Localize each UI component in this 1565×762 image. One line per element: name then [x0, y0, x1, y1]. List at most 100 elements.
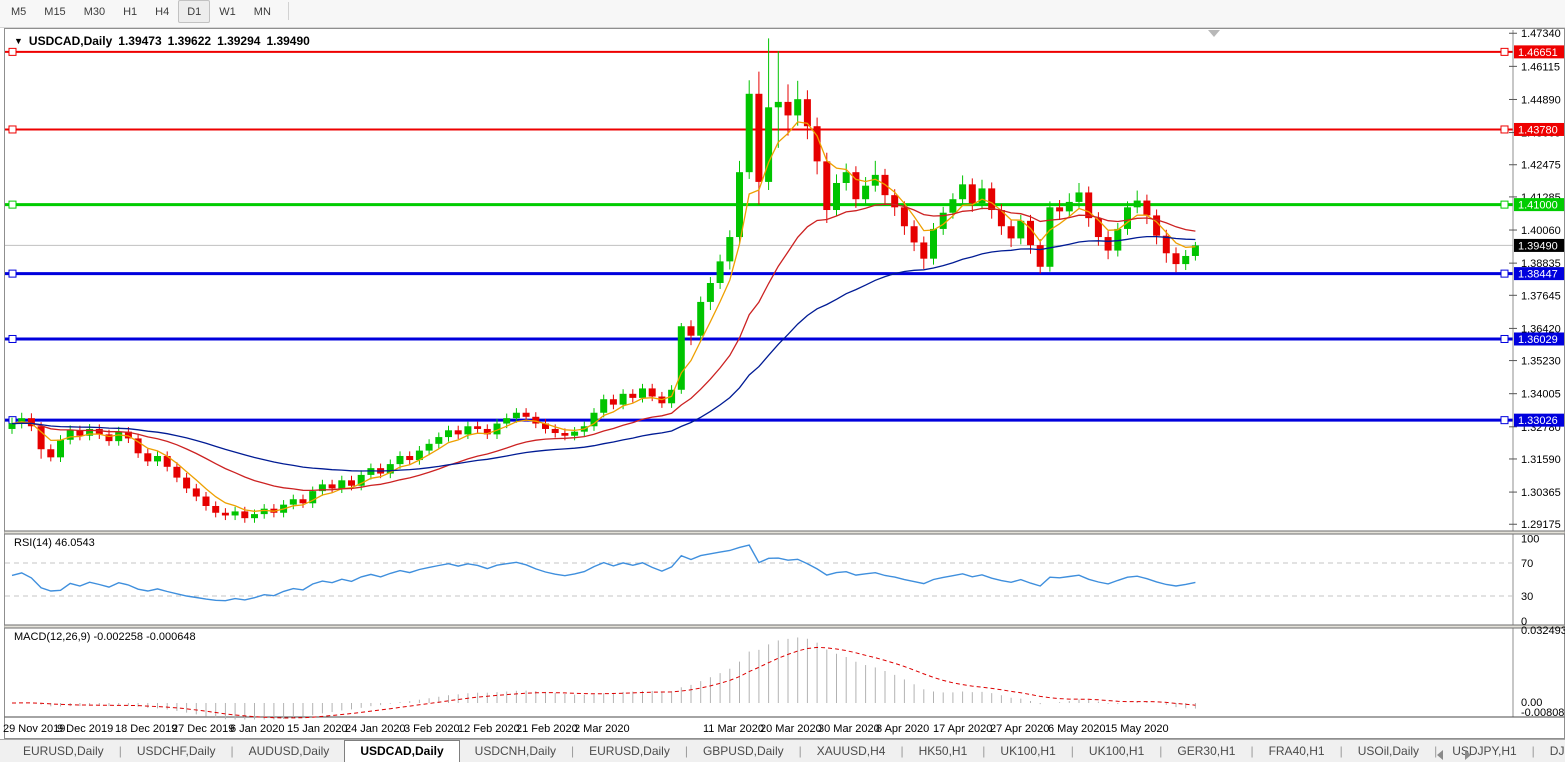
date-label: 11 Mar 2020: [703, 723, 764, 735]
scroll-shift-marker-icon[interactable]: [1208, 30, 1220, 37]
candle-body: [726, 237, 734, 262]
current-price-badge-bg: [1514, 238, 1564, 252]
chart-tab-usdcad-daily[interactable]: USDCAD,Daily: [344, 740, 460, 762]
timeframe-button-h1[interactable]: H1: [123, 6, 138, 18]
rsi-level-label: 0: [1521, 616, 1527, 628]
timeframe-button-m15[interactable]: M15: [44, 6, 66, 18]
timeframe-button-m5[interactable]: M5: [11, 6, 27, 18]
chart-tab-usoil-daily[interactable]: USOil,Daily: [1357, 744, 1420, 758]
hline-left-handle[interactable]: [8, 47, 17, 56]
candle-body: [852, 172, 860, 200]
candle-body: [600, 399, 608, 413]
candle-body: [183, 477, 191, 489]
price-tick-label: 1.40060: [1521, 225, 1561, 237]
hline-right-handle[interactable]: [1500, 47, 1509, 56]
chart-tab-xauusd-h4[interactable]: XAUUSD,H4: [816, 744, 886, 758]
candle-body: [1094, 218, 1102, 238]
date-label: 17 Apr 2020: [933, 723, 992, 735]
tab-scroll-left-icon[interactable]: [1436, 750, 1443, 760]
chart-tab-eurusd-daily[interactable]: EURUSD,Daily: [589, 744, 670, 758]
candle-body: [862, 185, 870, 200]
tab-divider: |: [118, 744, 122, 758]
price-tick-label: 1.47340: [1521, 28, 1561, 40]
timeframe-button-w1[interactable]: W1: [219, 6, 236, 18]
hline-price-badge: 1.38447: [1518, 269, 1558, 281]
hline-left-handle[interactable]: [8, 200, 17, 209]
chart-tab-fra40-h1[interactable]: FRA40,H1: [1268, 744, 1325, 758]
price-tick-label: 1.42475: [1521, 160, 1561, 172]
ohlc-high: 1.39622: [167, 34, 212, 48]
candle-body: [425, 443, 433, 451]
candle-body: [1124, 207, 1131, 229]
chart-tab-hk50-h1[interactable]: HK50,H1: [918, 744, 968, 758]
current-price-badge: 1.39490: [1518, 240, 1558, 252]
hline-right-handle[interactable]: [1500, 125, 1509, 134]
candle-body: [542, 423, 549, 429]
chart-tab-usdchf-daily[interactable]: USDCHF,Daily: [136, 744, 216, 758]
chart-tab-eurusd-daily[interactable]: EURUSD,Daily: [23, 744, 104, 758]
chart-tab-ger30-h1[interactable]: GER30,H1: [1177, 744, 1236, 758]
candle-body: [464, 426, 472, 435]
date-label: 15 May 2020: [1105, 723, 1169, 735]
candle-body: [338, 480, 346, 489]
price-tick-label: 1.46115: [1521, 61, 1560, 73]
timeframe-button-mn[interactable]: MN: [253, 6, 271, 18]
date-label: 3 Feb 2020: [404, 723, 460, 735]
candle-body: [27, 418, 35, 427]
candle-body: [396, 455, 404, 465]
tab-divider: |: [571, 744, 575, 758]
candle-body: [910, 226, 918, 243]
candle-body: [173, 466, 181, 478]
hline-left-handle[interactable]: [8, 334, 17, 343]
candle-body: [348, 480, 355, 486]
candle-body: [1046, 207, 1054, 267]
candle-body: [328, 484, 336, 489]
candles-layer: [8, 38, 1199, 523]
candle-body: [231, 511, 239, 516]
chart-dropdown-icon[interactable]: ▼: [14, 36, 23, 46]
candle-body: [241, 511, 249, 519]
chart-tab-usdcnh-daily[interactable]: USDCNH,Daily: [474, 744, 557, 758]
timeframe-button-h4[interactable]: H4: [155, 6, 170, 18]
candle-body: [154, 455, 161, 462]
date-label: 2 Mar 2020: [574, 723, 630, 735]
price-tick-label: 1.37645: [1521, 290, 1561, 302]
candle-body: [784, 101, 792, 116]
hline-right-handle[interactable]: [1500, 334, 1509, 343]
timeframe-button-m30[interactable]: M30: [83, 6, 106, 18]
candle-body: [105, 434, 113, 442]
timeframe-button-d1[interactable]: D1: [178, 0, 211, 23]
macd-axis-label: 0.032493: [1521, 625, 1565, 637]
candle-body: [299, 499, 307, 504]
panel-splitter[interactable]: [4, 531, 1565, 534]
tab-divider: |: [1339, 744, 1343, 758]
hline-right-handle[interactable]: [1500, 269, 1509, 278]
chart-tab-dj30-daily[interactable]: DJ30,Daily: [1549, 744, 1565, 758]
chart-tab-gbpusd-daily[interactable]: GBPUSD,Daily: [702, 744, 784, 758]
chart-window[interactable]: 1.473401.461151.448901.436651.424751.412…: [0, 28, 1565, 739]
chart-tab-uk100-h1[interactable]: UK100,H1: [1000, 744, 1056, 758]
candle-body: [1036, 245, 1044, 267]
candle-body: [435, 437, 443, 444]
candle-body: [571, 431, 579, 436]
ma-fast-line: [11, 121, 1196, 512]
hline-right-handle[interactable]: [1500, 416, 1509, 425]
toolbar-separator: [287, 1, 289, 20]
chart-tab-uk100-h1[interactable]: UK100,H1: [1088, 744, 1145, 758]
rsi-indicator-label: RSI(14) 46.0543: [14, 537, 95, 549]
date-label: 27 Dec 2019: [172, 723, 234, 735]
price-tick-label: 1.34005: [1521, 389, 1561, 401]
hline-left-handle[interactable]: [8, 269, 17, 278]
chart-canvas[interactable]: 1.473401.461151.448901.436651.424751.412…: [0, 28, 1565, 739]
candle-body: [522, 412, 530, 417]
chart-tab-audusd-daily[interactable]: AUDUSD,Daily: [248, 744, 330, 758]
panel-splitter[interactable]: [4, 625, 1565, 628]
candle-body: [76, 430, 84, 436]
candle-body: [968, 184, 976, 204]
tab-scroll-right-icon[interactable]: [1465, 750, 1471, 760]
hline-right-handle[interactable]: [1500, 200, 1509, 209]
candle-body: [833, 182, 840, 211]
hline-price-badge: 1.43780: [1518, 124, 1558, 136]
candle-body: [939, 212, 947, 229]
hline-left-handle[interactable]: [8, 125, 17, 134]
